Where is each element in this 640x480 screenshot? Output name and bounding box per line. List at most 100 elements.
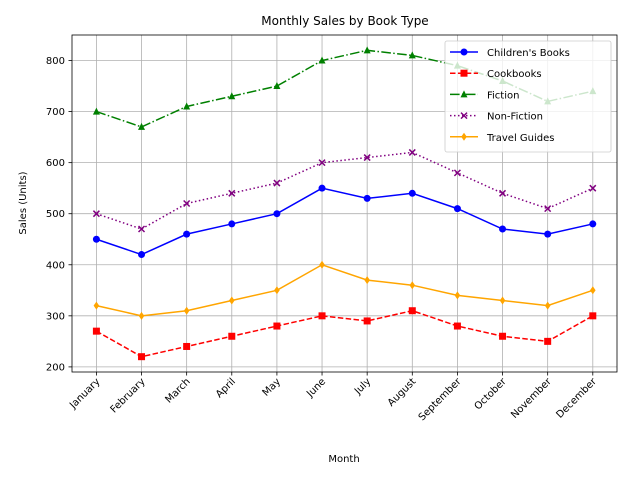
y-tick-label: 200 — [46, 362, 65, 373]
legend-marker — [460, 112, 468, 120]
legend-marker — [461, 132, 467, 141]
legend-marker — [460, 69, 468, 77]
series-line-cookbooks — [96, 309, 594, 358]
data-point — [363, 194, 371, 202]
data-point — [544, 337, 552, 345]
series-travel-guides — [93, 260, 596, 320]
data-point — [544, 230, 552, 238]
data-point — [183, 199, 191, 208]
data-point — [183, 230, 191, 238]
series-line-children-s-books — [96, 187, 593, 256]
legend-marker — [460, 48, 468, 56]
data-point — [138, 353, 146, 361]
x-tick-label: November — [509, 376, 554, 421]
legend-box — [444, 40, 612, 153]
data-point — [544, 205, 552, 213]
x-tick-label: December — [554, 376, 599, 421]
data-point — [589, 312, 597, 320]
series-line-travel-guides — [96, 263, 594, 317]
data-point — [92, 107, 100, 115]
y-tick-label: 300 — [46, 311, 65, 322]
data-point — [318, 159, 326, 167]
data-point — [138, 311, 145, 320]
legend-entry: Fiction — [450, 90, 519, 101]
x-tick-label: April — [214, 376, 238, 400]
y-tick-label: 500 — [46, 209, 65, 220]
x-axis-label: Month — [328, 454, 359, 465]
legend-label: Fiction — [487, 90, 519, 101]
x-tick-label: January — [67, 376, 102, 411]
data-point — [590, 286, 596, 295]
x-tick-label: August — [386, 376, 419, 409]
x-tick-label: October — [473, 376, 510, 413]
data-point — [363, 154, 371, 162]
data-point — [228, 92, 236, 100]
x-tick-label: March — [163, 376, 192, 405]
data-point — [499, 225, 507, 233]
data-point — [183, 342, 191, 350]
data-point — [273, 322, 281, 330]
data-point — [409, 281, 416, 290]
data-point — [273, 179, 281, 187]
x-tick-label: July — [352, 376, 373, 397]
data-point — [408, 148, 416, 156]
series-line-non-fiction — [96, 151, 594, 230]
data-point — [274, 286, 280, 295]
data-point — [137, 225, 146, 233]
data-point — [408, 307, 416, 315]
x-tick-label: May — [261, 376, 283, 398]
chart-title: Monthly Sales by Book Type — [261, 14, 428, 28]
data-point — [589, 220, 597, 228]
data-point — [364, 276, 370, 285]
legend-entry: Travel Guides — [450, 132, 554, 144]
data-point — [183, 306, 190, 315]
legend-entry: Children's Books — [450, 48, 570, 59]
legend-label: Children's Books — [487, 48, 570, 59]
data-point — [138, 122, 146, 130]
data-point — [228, 296, 235, 305]
x-tick-label: September — [417, 376, 464, 423]
data-point — [92, 327, 100, 335]
data-point — [318, 56, 326, 64]
data-point — [92, 235, 100, 243]
data-point — [499, 332, 507, 340]
data-point — [499, 296, 506, 305]
y-tick-label: 400 — [46, 260, 65, 271]
data-point — [544, 301, 551, 310]
data-point — [454, 291, 461, 300]
data-point — [453, 205, 461, 213]
data-point — [228, 220, 236, 228]
legend: Children's Books Cookbooks Fiction Non-Fict… — [444, 40, 612, 153]
data-point — [453, 169, 461, 177]
data-point — [453, 322, 461, 330]
y-tick-label: 600 — [46, 158, 65, 169]
data-point — [363, 46, 371, 54]
data-point — [93, 301, 100, 310]
series-children-s-books — [92, 184, 597, 259]
plot-frame — [71, 34, 618, 373]
y-tick-label: 800 — [46, 56, 65, 67]
legend-label: Cookbooks — [487, 69, 542, 80]
data-point — [92, 210, 100, 218]
x-tick-label: February — [109, 376, 148, 415]
y-axis-label: Sales (Units) — [18, 171, 29, 234]
y-tick-label: 700 — [46, 107, 65, 118]
data-point — [363, 317, 371, 325]
data-point — [499, 189, 507, 197]
data-point — [183, 102, 191, 110]
data-point — [408, 51, 416, 59]
data-point — [319, 260, 325, 269]
data-point — [589, 184, 597, 192]
data-point — [273, 210, 281, 218]
legend-marker — [460, 90, 468, 98]
legend-entry: Non-Fiction — [450, 112, 543, 123]
data-point — [138, 251, 146, 259]
series-non-fiction — [92, 148, 597, 233]
data-point — [318, 184, 326, 192]
legend-entry: Cookbooks — [450, 69, 542, 80]
series-cookbooks — [92, 307, 597, 361]
data-point — [408, 189, 416, 197]
data-point — [228, 332, 236, 340]
legend-label: Travel Guides — [486, 133, 554, 144]
